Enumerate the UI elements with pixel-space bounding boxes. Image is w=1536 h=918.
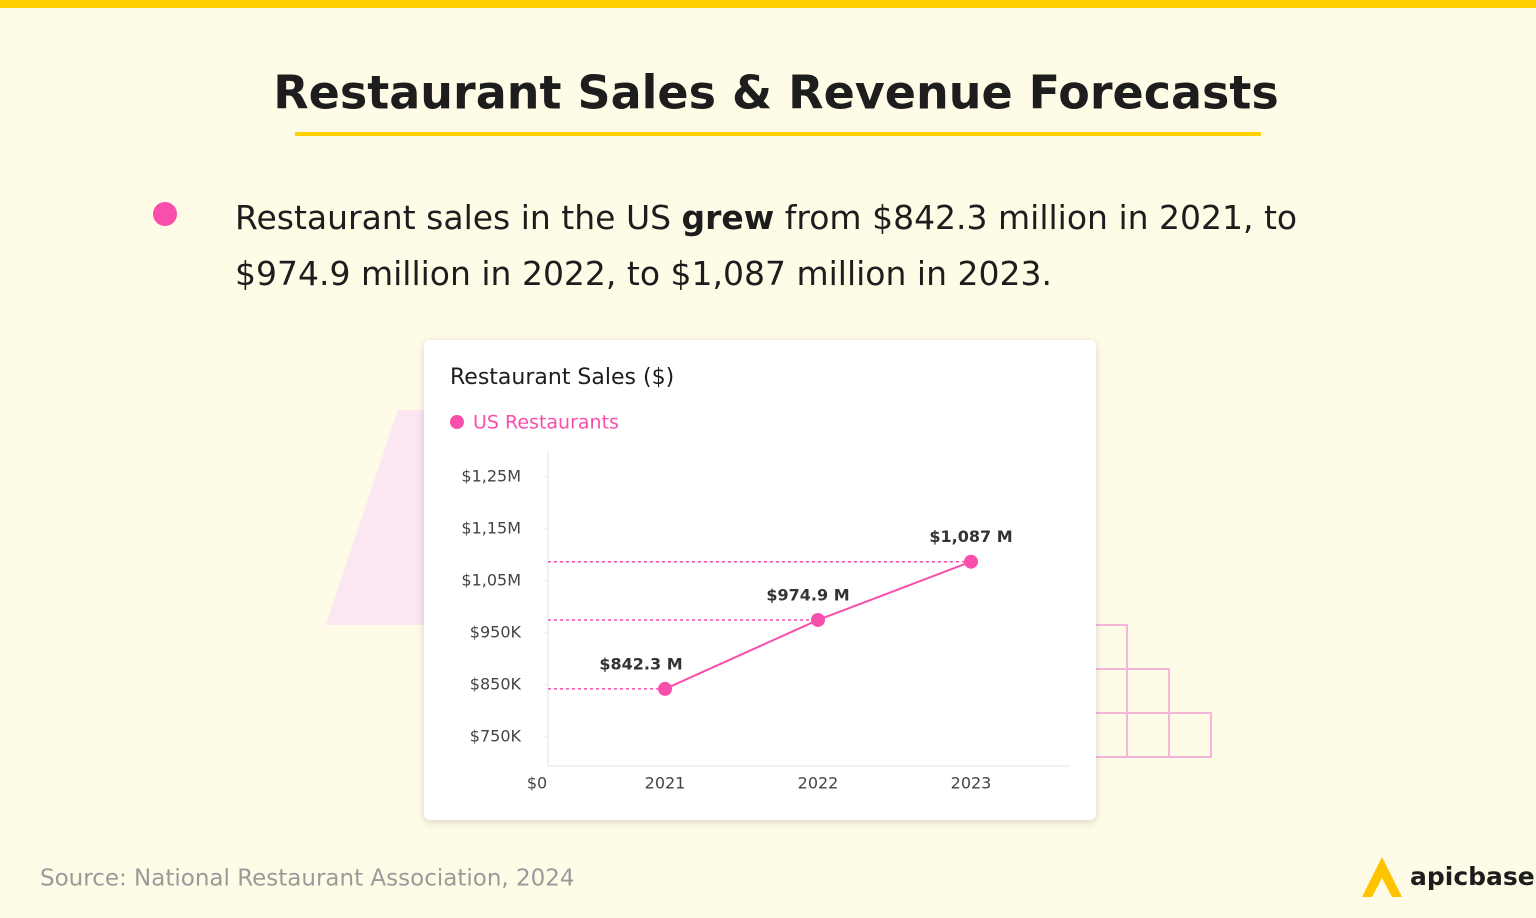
top-bar (0, 0, 1536, 8)
source: Source: National Restaurant Association,… (40, 866, 575, 892)
y-tick-label: $1,05M (461, 570, 521, 589)
y-tick-label: $850K (470, 674, 522, 693)
bullet-bold: grew (681, 198, 775, 237)
bullet-dot (153, 202, 177, 226)
chart-card (424, 340, 1096, 820)
origin-label: $0 (527, 774, 547, 793)
decor-grid (1083, 624, 1212, 758)
data-point (658, 681, 672, 696)
y-tick-label: $750K (470, 726, 522, 745)
chart-title: Restaurant Sales ($) (450, 365, 674, 390)
bullet-text-part: Restaurant sales in the US (235, 198, 682, 237)
decor-shape (326, 410, 440, 625)
bullet-text: Restaurant sales in the US grew from $84… (235, 190, 1415, 302)
brand: apicbase (1410, 862, 1535, 891)
y-tick-label: $950K (470, 622, 522, 641)
legend-dot (450, 415, 464, 429)
y-tick-label: $1,25M (461, 466, 521, 485)
page-title: Restaurant Sales & Revenue Forecasts (273, 66, 1279, 120)
y-tick-label: $1,15M (461, 518, 521, 537)
x-tick-label: 2021 (645, 774, 686, 793)
data-label: $1,087 M (929, 527, 1012, 546)
x-tick-label: 2023 (951, 774, 992, 793)
data-label: $842.3 M (599, 654, 682, 673)
logo-mark (1362, 857, 1402, 897)
data-point (964, 554, 978, 569)
legend-label: US Restaurants (473, 412, 619, 434)
data-point (811, 612, 825, 627)
title-underline (295, 132, 1261, 136)
data-label: $974.9 M (766, 585, 849, 604)
x-tick-label: 2022 (798, 774, 839, 793)
bullet-text-part: from $842.3 million in 2021, to $974.9 m… (235, 198, 1298, 293)
